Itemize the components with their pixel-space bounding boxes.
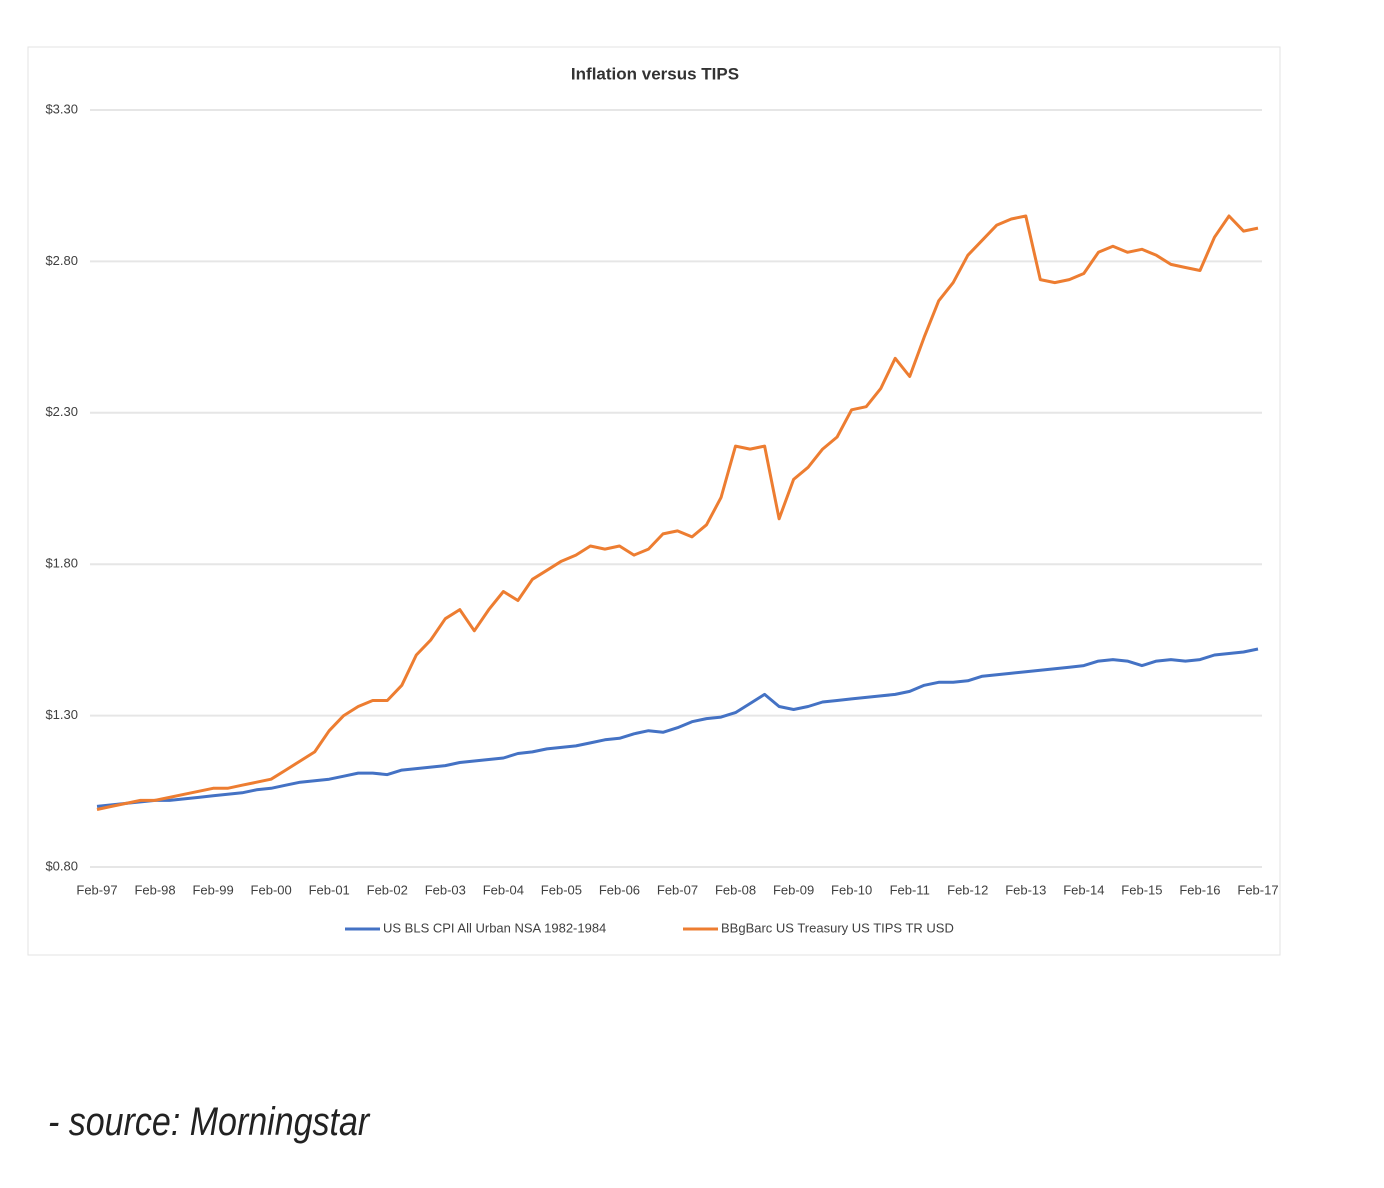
x-tick-label: Feb-04: [483, 882, 524, 897]
chart: Inflation versus TIPS $0.80 $1.30 $1.80 $2.…: [27, 46, 1281, 956]
x-tick-label: Feb-01: [309, 882, 350, 897]
x-tick-label: Feb-17: [1237, 882, 1278, 897]
y-tick-label: $1.30: [45, 707, 78, 722]
x-tick-label: Feb-16: [1179, 882, 1220, 897]
x-tick-label: Feb-98: [134, 882, 175, 897]
y-tick-label: $2.30: [45, 404, 78, 419]
y-tick-label: $3.30: [45, 101, 78, 116]
y-tick-label: $1.80: [45, 556, 78, 571]
x-tick-label: Feb-99: [192, 882, 233, 897]
x-tick-label: Feb-07: [657, 882, 698, 897]
chart-title: Inflation versus TIPS: [571, 64, 739, 83]
x-tick-label: Feb-00: [251, 882, 292, 897]
y-tick-label: $0.80: [45, 858, 78, 873]
x-tick-label: Feb-13: [1005, 882, 1046, 897]
x-tick-label: Feb-11: [890, 882, 930, 897]
y-tick-label: $2.80: [45, 253, 78, 268]
x-tick-label: Feb-10: [831, 882, 872, 897]
source-note: - source: Morningstar: [48, 1100, 370, 1144]
legend-label: US BLS CPI All Urban NSA 1982-1984: [383, 920, 606, 935]
series-line: [96, 214, 1259, 811]
legend-label: BBgBarc US Treasury US TIPS TR USD: [721, 920, 954, 935]
x-tick-label: Feb-03: [425, 882, 466, 897]
x-tick-label: Feb-02: [367, 882, 408, 897]
x-tick-label: Feb-12: [947, 882, 988, 897]
x-tick-label: Feb-14: [1063, 882, 1104, 897]
x-tick-label: Feb-09: [773, 882, 814, 897]
x-tick-label: Feb-08: [715, 882, 756, 897]
x-tick-label: Feb-06: [599, 882, 640, 897]
x-tick-label: Feb-97: [76, 882, 117, 897]
x-tick-label: Feb-15: [1121, 882, 1162, 897]
x-tick-label: Feb-05: [541, 882, 582, 897]
chart-frame: [27, 46, 1281, 956]
series-line: [96, 647, 1259, 808]
